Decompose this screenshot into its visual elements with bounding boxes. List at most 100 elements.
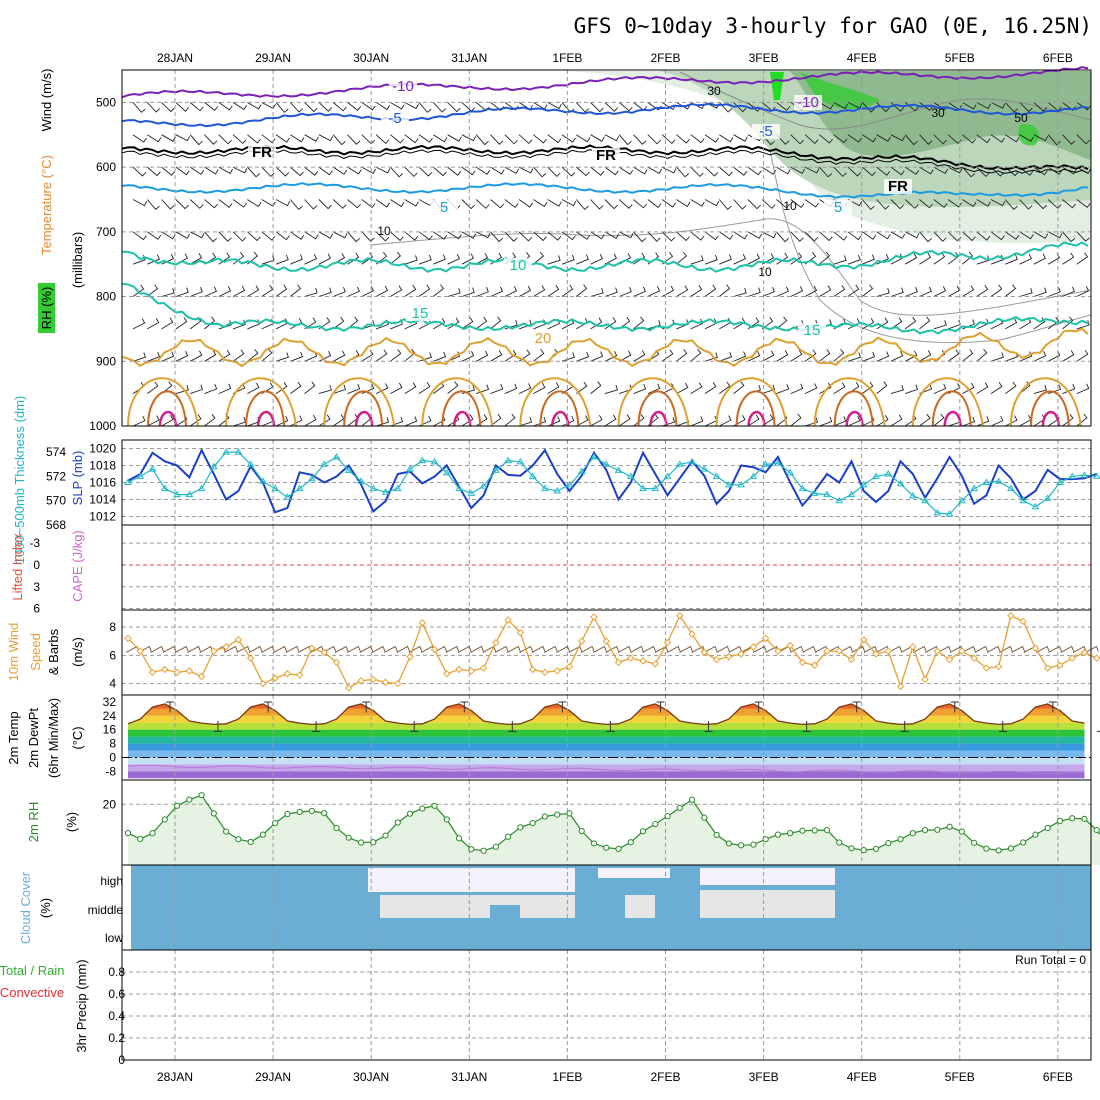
wind-barb [175,134,191,142]
wind-barb [804,285,818,297]
wind-barb [461,351,475,362]
wind-barb [819,349,831,362]
rh2m-marker [394,819,401,826]
wind-barb [804,231,819,242]
wind-barb [747,231,763,239]
thickness-marker [798,484,807,492]
date-label-bottom: 3FEB [749,1070,779,1084]
wind10-barb [334,645,349,653]
wind-barb [375,102,391,111]
wind-barb [333,384,347,395]
date-label-bottom: 30JAN [353,1070,389,1084]
wind-barb [204,199,219,209]
wind-barb [719,351,733,362]
thickness-marker [1007,484,1015,492]
wind10-marker [1093,654,1100,662]
wind10-marker [357,677,365,685]
wind-barb [418,166,433,177]
wind10-marker [1007,611,1015,620]
wind-barb [490,199,505,209]
wind-barb [290,415,303,427]
wind-barb [833,255,847,265]
wind-barb [232,319,246,330]
wind-barb [332,134,346,146]
wind-barb [876,351,890,362]
wind-barb [933,413,945,427]
wind-barb [347,231,361,243]
wind-barb [218,383,232,395]
minmax-whisker [754,701,811,732]
wind-barb [733,287,747,297]
contour-label-bg [592,148,620,163]
rh-contour-label: 50 [1014,111,1028,125]
wind-barb [604,287,618,297]
wind10-marker [161,665,169,674]
wind-barb [146,102,161,113]
wind-barb [1033,231,1049,239]
wind-barb [633,384,647,395]
wind-barb [962,382,975,394]
wind-barb [332,231,348,239]
wind10-marker [835,647,843,655]
wind-barb [719,284,731,297]
thickness-marker [295,484,304,492]
thickness-marker [982,478,991,485]
wind-barb [504,231,518,242]
contour-label: 10 [510,257,527,274]
wind-barb [761,414,774,427]
wind-barb [361,102,376,111]
wind-barb [890,231,906,239]
temp-band [128,750,1085,758]
wind-barb [733,134,748,142]
thickness-marker [418,456,427,464]
wind-barb [733,317,746,330]
rh2m-marker [124,830,132,837]
wind-barb [618,350,632,362]
wind-barb [862,351,876,362]
wind-barb [933,320,947,330]
wind-barb [475,253,489,265]
y-tick-li: 6 [33,602,40,616]
temp-band [128,722,1085,730]
wind-barb [590,414,603,427]
thickness-marker [847,490,856,498]
y-tick-rh2m: 20 [103,797,117,811]
thickness-marker [614,466,623,473]
wind10-barb [679,645,693,653]
wind-barb [461,166,476,176]
wind-barb [361,134,375,145]
wind-barb [347,316,359,330]
wind-barb [447,231,462,240]
wind-barb [132,102,146,113]
isotherm-20 [121,327,1089,368]
y-tick-temp: 24 [103,709,117,723]
isotherm-35-lobe [943,410,963,427]
wind-barb [289,102,304,113]
wind-barb [847,231,862,241]
wind10-marker [786,641,794,650]
wind-barb [962,102,977,110]
wind-barb [447,317,460,330]
thickness-marker [467,489,476,496]
wind-barb [590,317,603,330]
wind-barb [561,166,576,177]
thickness-marker [271,484,280,492]
wind10-marker [860,636,868,644]
ylabel-thickness: 1000~500mb Thickness (dm) [12,396,27,565]
thickness-marker [406,465,414,472]
wind-barb [933,134,947,145]
contour-label-bg [504,258,532,273]
wind-barb [1076,320,1090,330]
wind-barb [275,352,289,362]
contour-label-bg [389,79,417,94]
wind10-barb [556,645,570,653]
wind10-barb [999,645,1013,653]
thickness-marker [933,508,942,516]
wind-barb [304,381,316,394]
temp-band [128,757,1085,765]
wind-barb [318,102,333,112]
rh-contour-label: 10 [758,265,772,279]
wind-barb [919,252,932,265]
wind10-barb [162,645,177,653]
wind-barb [647,199,662,209]
